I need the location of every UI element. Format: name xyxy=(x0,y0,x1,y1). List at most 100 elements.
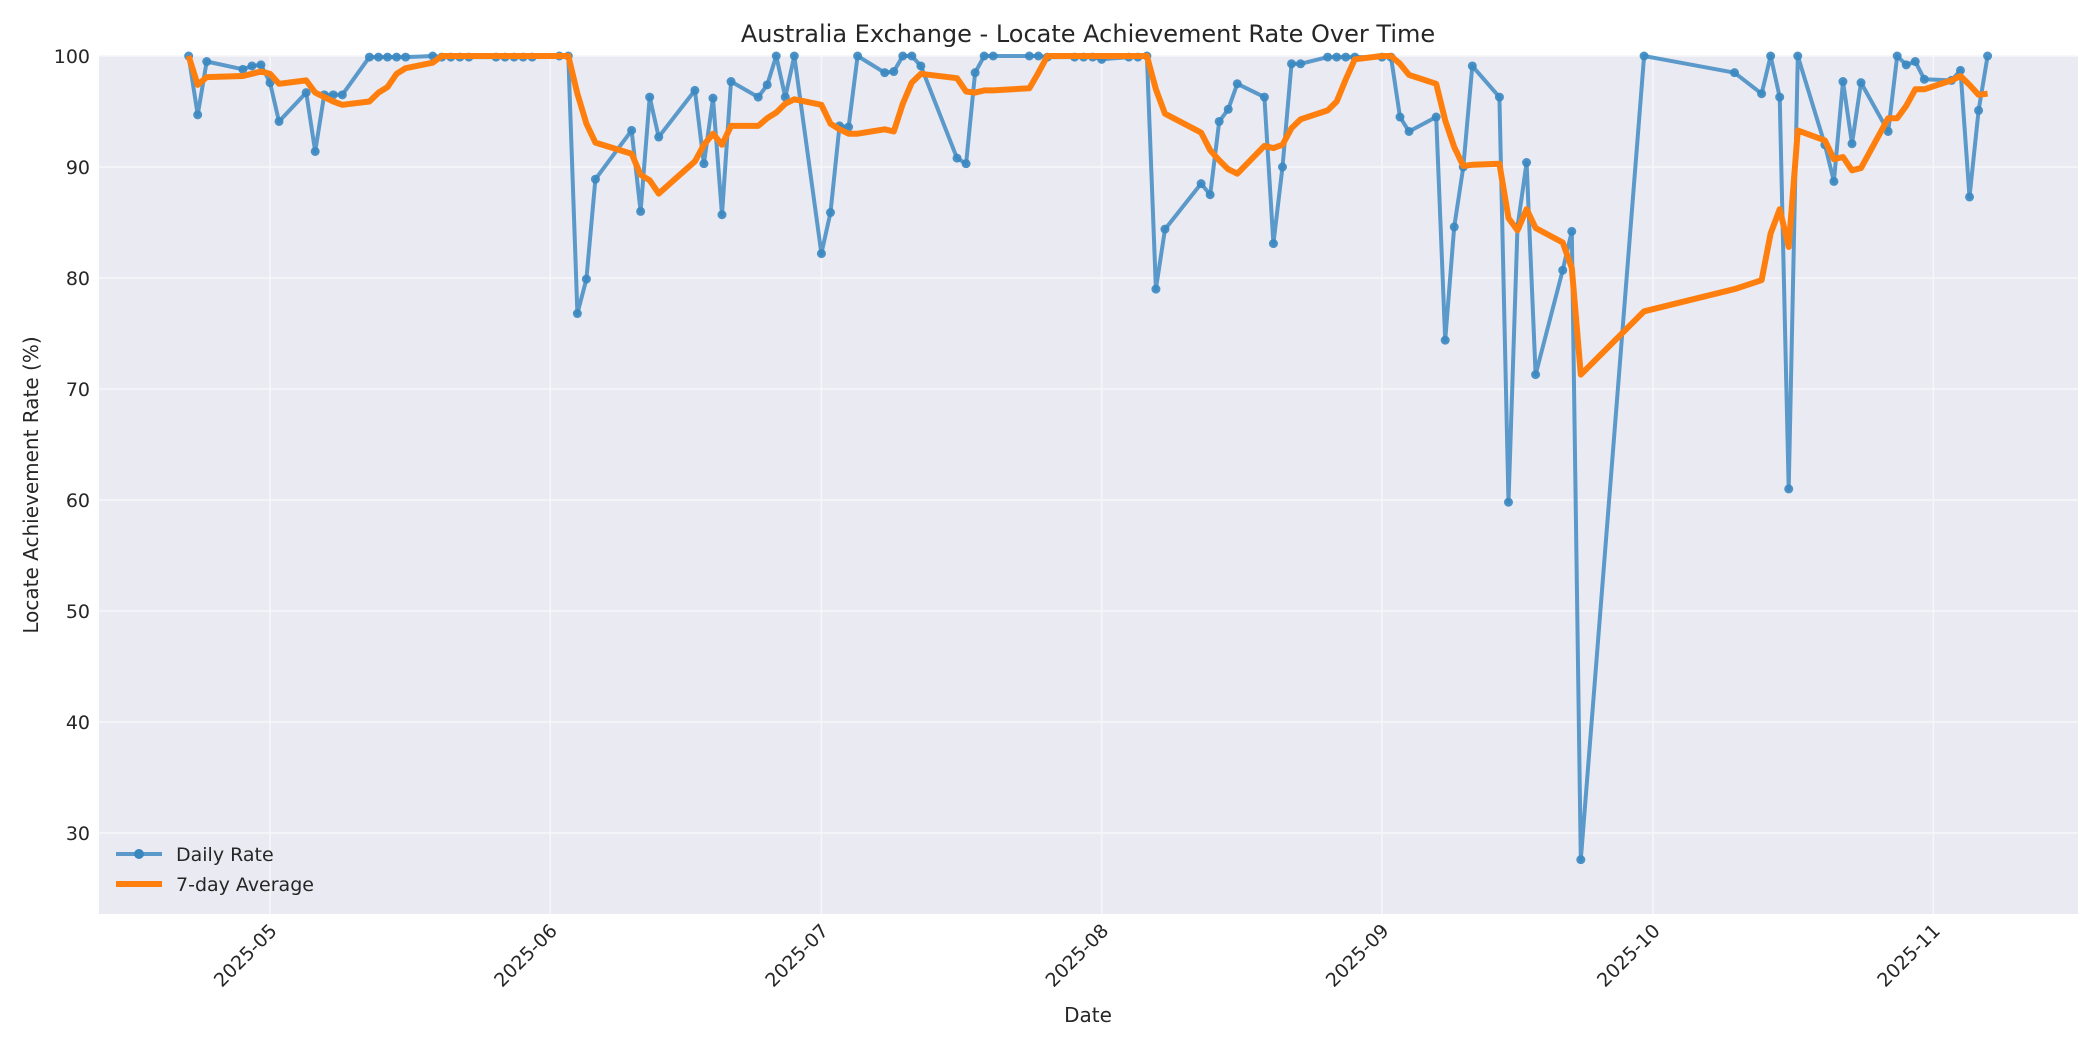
data-point xyxy=(898,51,908,61)
data-point xyxy=(1847,139,1857,149)
data-point xyxy=(1440,335,1450,345)
data-point xyxy=(690,85,700,95)
y-tick-label: 40 xyxy=(66,712,90,734)
data-point xyxy=(726,77,736,87)
data-point xyxy=(889,67,899,77)
data-point xyxy=(880,68,890,78)
x-axis-ticks: 2025-05 2025-06 2025-07 2025-08 2025-09 2025-… xyxy=(210,920,1945,992)
y-tick-label: 30 xyxy=(66,823,90,845)
y-axis-ticks: 30 40 50 60 70 80 90 100 xyxy=(54,46,90,845)
data-point xyxy=(256,60,266,70)
data-point xyxy=(1033,51,1043,61)
x-gridlines xyxy=(269,56,1935,914)
data-point xyxy=(762,80,772,90)
data-point xyxy=(717,210,727,220)
data-point xyxy=(952,153,962,163)
data-point xyxy=(1558,265,1568,275)
seven-day-average-line xyxy=(185,53,1988,378)
data-point xyxy=(1449,222,1459,232)
data-point xyxy=(1910,57,1920,67)
data-point xyxy=(1784,484,1794,494)
x-tick-label: 2025-07 xyxy=(761,920,833,992)
data-point xyxy=(970,68,980,78)
data-point xyxy=(364,52,374,62)
data-point xyxy=(771,51,781,61)
x-tick-label: 2025-06 xyxy=(490,920,562,992)
x-tick-label: 2025-05 xyxy=(210,920,282,992)
legend-label-7-day-average: 7-day Average xyxy=(176,874,314,896)
data-point xyxy=(1223,104,1233,114)
data-point xyxy=(753,92,763,102)
data-point xyxy=(1829,176,1839,186)
data-point xyxy=(907,51,917,61)
data-point xyxy=(1919,74,1929,84)
y-axis-label: Locate Achievement Rate (%) xyxy=(19,336,43,633)
data-point xyxy=(1277,162,1287,172)
data-point xyxy=(581,274,591,284)
data-point xyxy=(337,90,347,100)
data-point xyxy=(1522,158,1532,168)
data-point xyxy=(825,208,835,218)
data-point xyxy=(636,206,646,216)
data-point xyxy=(1503,497,1513,507)
data-point xyxy=(301,88,311,98)
y-tick-label: 70 xyxy=(66,379,90,401)
data-point xyxy=(1729,68,1739,78)
data-point xyxy=(1531,370,1541,380)
data-point xyxy=(699,159,709,169)
y-tick-label: 100 xyxy=(54,46,90,68)
data-point xyxy=(1395,112,1405,122)
x-axis-label: Date xyxy=(1064,1003,1112,1027)
data-point xyxy=(1766,51,1776,61)
data-point xyxy=(1287,59,1297,69)
legend-label-daily-rate: Daily Rate xyxy=(176,844,274,866)
data-point xyxy=(202,57,212,67)
data-point xyxy=(373,52,383,62)
data-point xyxy=(590,174,600,184)
data-point xyxy=(1775,92,1785,102)
data-point xyxy=(1983,51,1993,61)
data-point xyxy=(1332,52,1342,62)
data-point xyxy=(916,61,926,71)
data-point xyxy=(383,52,393,62)
data-point xyxy=(1793,51,1803,61)
data-point xyxy=(961,159,971,169)
data-point xyxy=(1639,51,1649,61)
y-tick-label: 50 xyxy=(66,601,90,623)
data-point xyxy=(1431,112,1441,122)
data-point xyxy=(1757,89,1767,99)
data-point xyxy=(392,52,402,62)
data-point xyxy=(708,93,718,103)
data-point xyxy=(1567,226,1577,236)
legend-item-daily-rate: Daily Rate xyxy=(116,844,274,866)
data-point xyxy=(1160,224,1170,234)
data-point xyxy=(310,146,320,156)
y-tick-label: 60 xyxy=(66,490,90,512)
data-point xyxy=(1323,52,1333,62)
data-point xyxy=(1196,179,1206,189)
data-point xyxy=(1576,855,1586,865)
data-point xyxy=(193,110,203,120)
data-point xyxy=(1892,51,1902,61)
data-point xyxy=(627,125,637,135)
data-point xyxy=(1205,190,1215,200)
data-point xyxy=(1467,61,1477,71)
data-point xyxy=(1341,52,1351,62)
data-point xyxy=(1214,116,1224,126)
data-point xyxy=(654,132,664,142)
data-point xyxy=(1901,60,1911,70)
data-point xyxy=(816,249,826,259)
data-point xyxy=(988,51,998,61)
data-point xyxy=(1883,126,1893,136)
data-point xyxy=(247,61,257,71)
data-point xyxy=(1856,78,1866,88)
data-point xyxy=(1151,284,1161,294)
data-point xyxy=(1259,92,1269,102)
plot-area xyxy=(99,56,2078,914)
data-point xyxy=(1955,65,1965,75)
data-point xyxy=(645,92,655,102)
y-tick-label: 90 xyxy=(66,157,90,179)
data-point xyxy=(789,51,799,61)
legend-circle-marker-icon xyxy=(134,849,144,859)
